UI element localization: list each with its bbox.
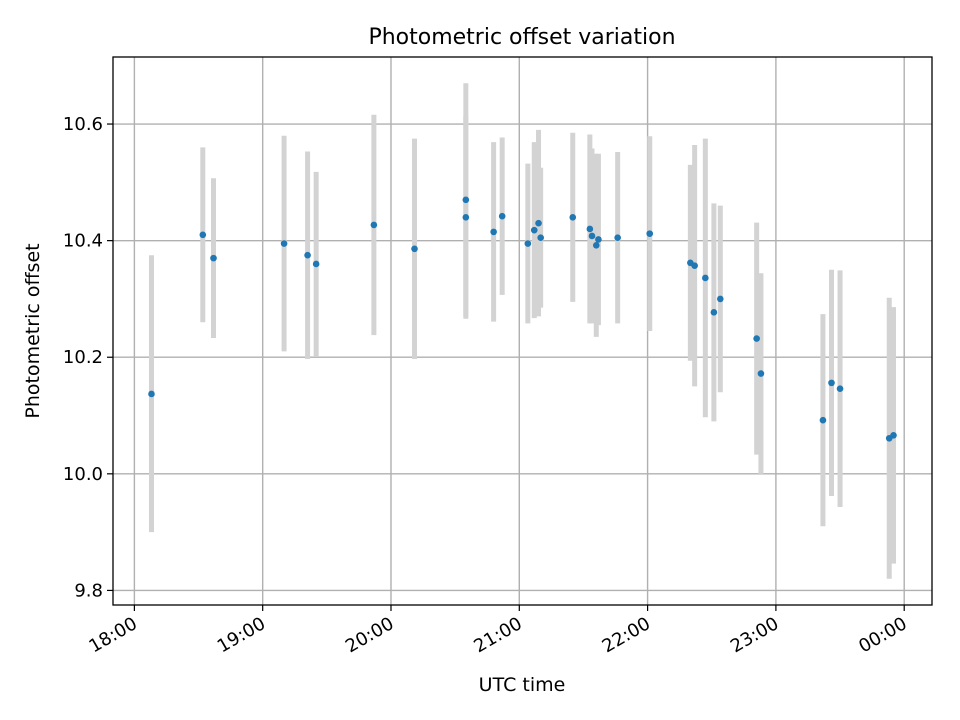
- data-point: [569, 214, 577, 221]
- data-point: [524, 240, 532, 247]
- data-point: [702, 274, 709, 282]
- data-point: [304, 251, 311, 259]
- data-point: [614, 234, 621, 242]
- data-point: [370, 221, 378, 229]
- chart-title: Photometric offset variation: [368, 25, 675, 50]
- data-point: [210, 254, 217, 262]
- data-point: [890, 432, 897, 439]
- data-point: [530, 226, 538, 234]
- data-point: [646, 230, 654, 237]
- data-point: [588, 232, 596, 240]
- data-point: [586, 225, 594, 233]
- data-point: [828, 379, 835, 387]
- data-points: [148, 196, 897, 442]
- y-tick-label: 10.2: [63, 347, 103, 368]
- x-axis-label: UTC time: [479, 674, 566, 696]
- data-point: [199, 231, 207, 239]
- data-point: [148, 390, 155, 398]
- data-point: [535, 219, 542, 227]
- data-point: [490, 228, 497, 236]
- data-point: [595, 236, 602, 243]
- data-point: [757, 370, 765, 377]
- data-point: [592, 242, 600, 249]
- y-axis: 9.8 10.0 10.2 10.4 10.6: [63, 114, 113, 601]
- data-point: [462, 196, 470, 204]
- data-point: [462, 214, 470, 221]
- data-point: [717, 295, 724, 303]
- data-point: [710, 309, 718, 316]
- data-point: [819, 416, 827, 424]
- data-point: [280, 240, 288, 247]
- data-point: [836, 385, 844, 393]
- y-axis-label: Photometric offset: [22, 243, 44, 418]
- data-point: [691, 262, 698, 270]
- y-tick-label: 10.4: [63, 231, 103, 252]
- data-point: [498, 212, 506, 220]
- plot-frame: [112, 56, 933, 606]
- data-point: [537, 234, 544, 242]
- data-point: [312, 260, 320, 268]
- y-tick-label: 10.0: [63, 464, 103, 485]
- data-point: [411, 245, 418, 253]
- y-tick-label: 9.8: [74, 580, 103, 601]
- y-tick-label: 10.6: [63, 114, 103, 135]
- data-point: [753, 335, 760, 342]
